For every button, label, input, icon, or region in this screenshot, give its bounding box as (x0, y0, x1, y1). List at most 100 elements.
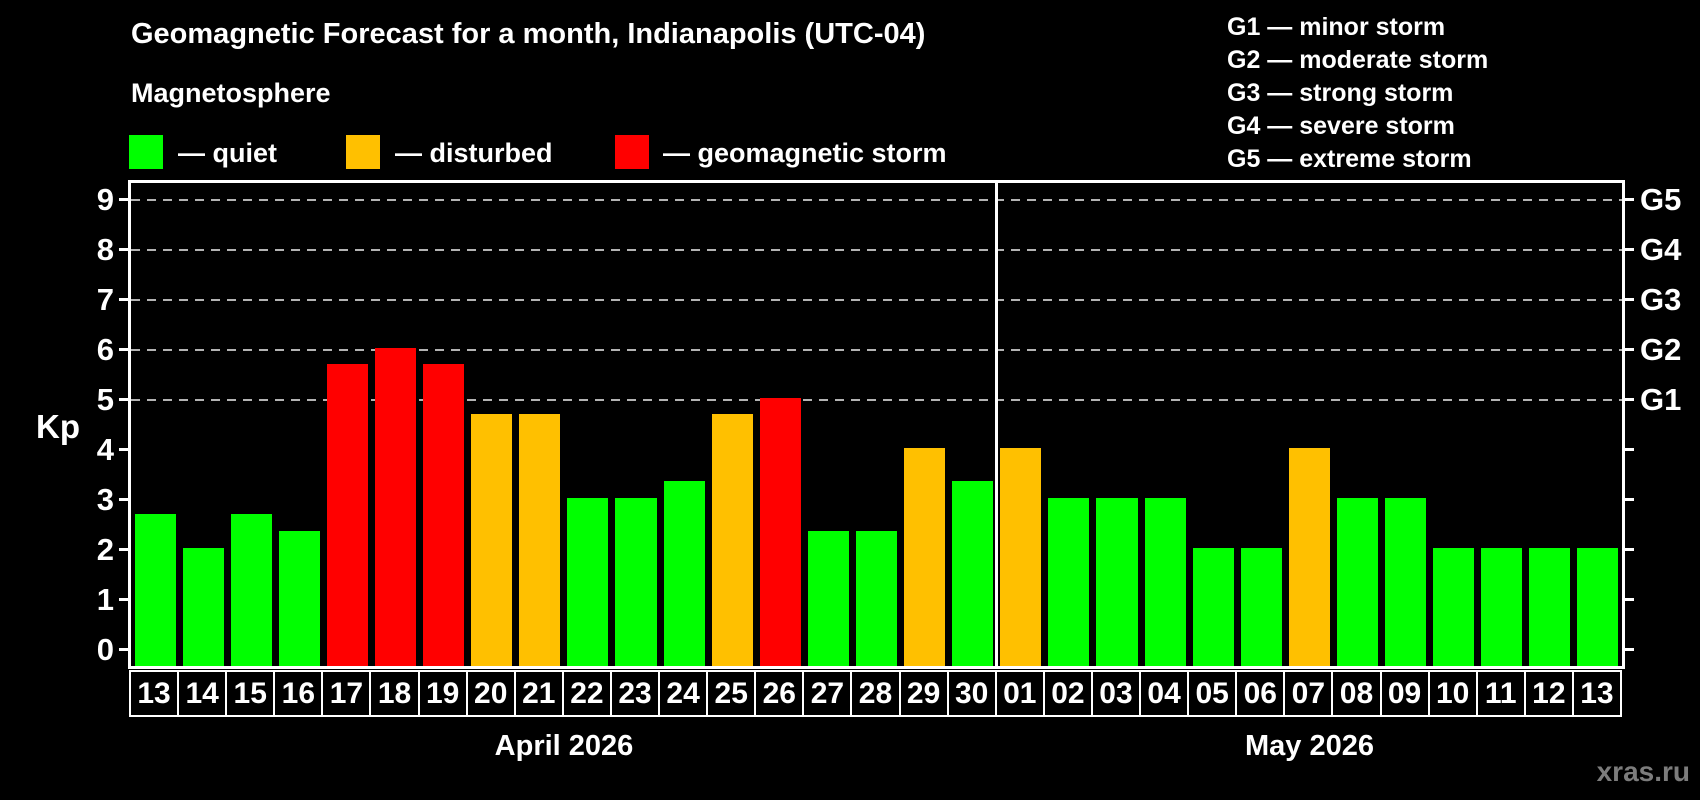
right-axis-tick (1622, 648, 1634, 651)
month-label-april: April 2026 (494, 730, 634, 762)
right-axis-tick (1622, 248, 1634, 251)
date-label-09: 09 (1379, 670, 1430, 717)
page-title: Geomagnetic Forecast for a month, Indian… (131, 18, 926, 50)
kp-bar-22 (567, 497, 609, 666)
watermark: xras.ru (1596, 756, 1690, 787)
y-tick-label: 4 (96, 431, 114, 467)
y-tick-label: 7 (96, 281, 114, 317)
storm-scale-item-g1: G1 — minor storm (1227, 13, 1446, 41)
date-label-30: 30 (946, 670, 997, 717)
date-label-06: 06 (1235, 670, 1286, 717)
right-axis-tick (1622, 498, 1634, 501)
date-label-27: 27 (802, 670, 853, 717)
kp-bar-28 (855, 531, 898, 666)
date-label-10: 10 (1427, 670, 1478, 717)
y-tick-label: 9 (96, 181, 114, 217)
plot-frame (128, 180, 1625, 666)
g-scale-label-g1: G1 (1640, 381, 1682, 417)
y-tick-label: 1 (96, 581, 114, 617)
storm-swatch (615, 135, 649, 169)
x-axis-line (128, 666, 1625, 669)
kp-bar-15 (230, 514, 272, 666)
y-axis-tick (119, 398, 131, 401)
kp-bar-02 (1048, 497, 1090, 666)
date-label-23: 23 (609, 670, 661, 717)
kp-bar-24 (663, 481, 705, 666)
magnetosphere-label: Magnetosphere (131, 78, 331, 108)
y-axis-tick (119, 198, 131, 201)
kp-bar-18 (374, 347, 417, 666)
date-label-22: 22 (561, 670, 612, 717)
storm-scale-legend: G1 — minor storm G2 — moderate storm G3 … (1227, 11, 1488, 176)
kp-bar-19 (423, 364, 465, 666)
kp-bar-21 (519, 414, 561, 666)
kp-bar-06 (1240, 547, 1282, 666)
gridline (131, 248, 1622, 251)
y-axis-tick (119, 548, 131, 551)
kp-bar-09 (1385, 497, 1427, 666)
right-axis-tick (1622, 198, 1634, 201)
date-label-13: 13 (1571, 670, 1622, 717)
kp-bar-04 (1144, 497, 1186, 666)
y-tick-label: 6 (96, 331, 114, 367)
gridline (131, 348, 1622, 351)
kp-bar-07 (1288, 447, 1330, 666)
y-axis-tick (119, 598, 131, 601)
legend-label-disturbed: — disturbed (395, 138, 553, 168)
y-axis-tick (119, 498, 131, 501)
date-label-04: 04 (1139, 670, 1190, 717)
right-axis-tick (1622, 348, 1634, 351)
date-label-15: 15 (225, 670, 276, 717)
kp-bar-25 (711, 414, 753, 666)
y-axis-tick (119, 248, 131, 251)
kp-bar-05 (1192, 547, 1234, 666)
right-axis-tick (1622, 598, 1634, 601)
g-scale-label-g5: G5 (1640, 181, 1682, 217)
y-axis-tick (119, 298, 131, 301)
kp-bar-26 (759, 397, 801, 666)
storm-scale-item-g5: G5 — extreme storm (1227, 145, 1472, 173)
legend-label-storm: — geomagnetic storm (663, 138, 947, 168)
right-axis-tick (1622, 548, 1634, 551)
date-label-20: 20 (465, 670, 516, 717)
g-scale-label-g3: G3 (1640, 281, 1682, 317)
date-label-26: 26 (754, 670, 805, 717)
date-label-13: 13 (129, 670, 180, 717)
date-label-03: 03 (1090, 670, 1142, 717)
kp-bar-30 (952, 481, 994, 666)
storm-scale-item-g3: G3 — strong storm (1227, 79, 1454, 107)
disturbed-swatch (346, 135, 380, 169)
date-label-12: 12 (1523, 670, 1574, 717)
y-tick-label: 0 (96, 631, 114, 667)
storm-scale-item-g4: G4 — severe storm (1227, 112, 1455, 140)
right-axis-tick (1622, 298, 1634, 301)
y-axis-label: Kp (36, 408, 80, 445)
kp-bar-17 (326, 364, 368, 666)
y-tick-label: 5 (96, 381, 114, 417)
date-label-24: 24 (658, 670, 709, 717)
g-scale-label-g2: G2 (1640, 331, 1682, 367)
gridline (131, 398, 1622, 401)
date-label-18: 18 (369, 670, 420, 717)
date-label-14: 14 (177, 670, 228, 717)
kp-bar-11 (1481, 547, 1523, 666)
kp-bar-29 (904, 447, 946, 666)
month-label-may: May 2026 (1245, 730, 1374, 762)
kp-bar-12 (1529, 547, 1571, 666)
right-axis-tick (1622, 398, 1634, 401)
date-label-21: 21 (513, 670, 564, 717)
date-label-28: 28 (850, 670, 901, 717)
kp-bar-23 (615, 497, 657, 666)
kp-bar-10 (1433, 547, 1475, 666)
gridline (131, 298, 1622, 301)
legend-label-quiet: — quiet (178, 138, 277, 168)
kp-bar-13 (1577, 547, 1619, 666)
date-label-29: 29 (898, 670, 949, 717)
storm-scale-item-g2: G2 — moderate storm (1227, 46, 1489, 74)
y-tick-label: 8 (96, 231, 114, 267)
y-tick-label: 3 (96, 481, 114, 517)
date-label-19: 19 (417, 670, 468, 717)
kp-bar-14 (182, 547, 224, 666)
kp-bar-20 (471, 414, 513, 666)
